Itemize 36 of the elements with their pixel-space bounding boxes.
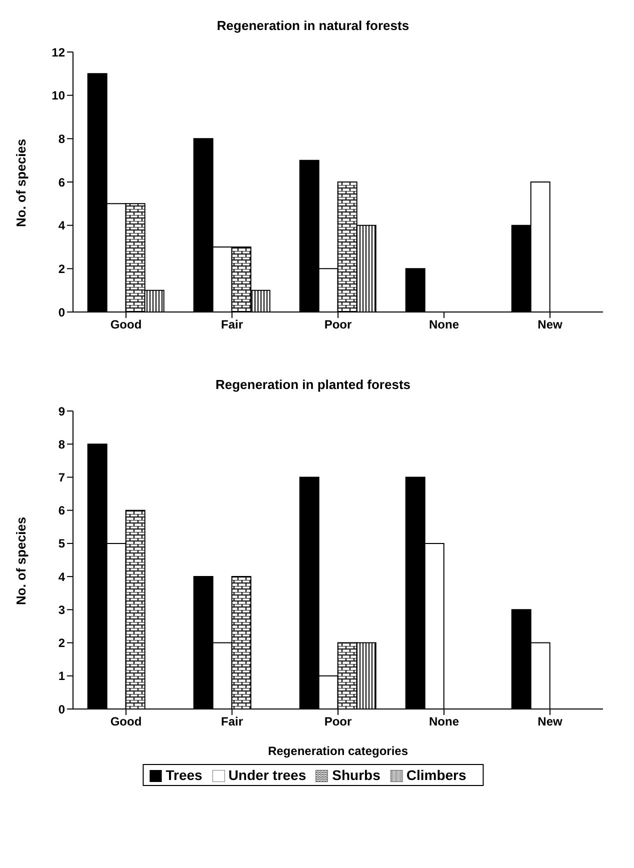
x-tick-label: Poor [324, 318, 352, 332]
legend-label: Climbers [406, 767, 466, 783]
legend-label: Trees [166, 767, 202, 783]
y-tick-label: 12 [52, 45, 66, 60]
y-tick-label: 6 [58, 504, 66, 518]
x-tick-label: Fair [220, 714, 244, 729]
y-tick-label: 7 [58, 470, 66, 484]
legend-label: Shurbs [332, 767, 380, 783]
y-tick-label: 3 [58, 602, 66, 617]
x-tick-label: Poor [324, 714, 352, 729]
y-tick-label: 9 [58, 404, 66, 418]
x-tick-label: None [429, 714, 460, 729]
y-tick-label: 6 [58, 175, 66, 190]
y-tick-label: 0 [58, 305, 66, 320]
x-axis-title: Regeneration categories [268, 744, 408, 758]
y-tick-label: 2 [58, 262, 66, 276]
x-tick-label: New [538, 714, 563, 729]
chart-title: Regeneration in natural forests [216, 18, 410, 33]
y-tick-label: 10 [52, 88, 66, 103]
legend-label: Under trees [228, 767, 306, 783]
chart-title: Regeneration in planted forests [214, 377, 412, 392]
x-tick-label: Good [110, 318, 142, 332]
y-axis-title: No. of species [14, 138, 29, 227]
x-tick-label: None [429, 318, 460, 332]
y-tick-label: 0 [58, 702, 66, 716]
y-tick-label: 1 [58, 669, 66, 684]
y-tick-label: 2 [58, 636, 66, 650]
y-tick-label: 5 [58, 536, 66, 551]
y-tick-label: 8 [58, 132, 66, 146]
y-tick-label: 8 [58, 437, 66, 452]
y-tick-label: 4 [58, 570, 66, 584]
y-axis-title: No. of species [14, 516, 29, 605]
y-tick-label: 4 [58, 218, 66, 233]
x-tick-label: New [538, 318, 563, 332]
x-tick-label: Fair [220, 318, 244, 332]
x-tick-label: Good [110, 714, 142, 729]
